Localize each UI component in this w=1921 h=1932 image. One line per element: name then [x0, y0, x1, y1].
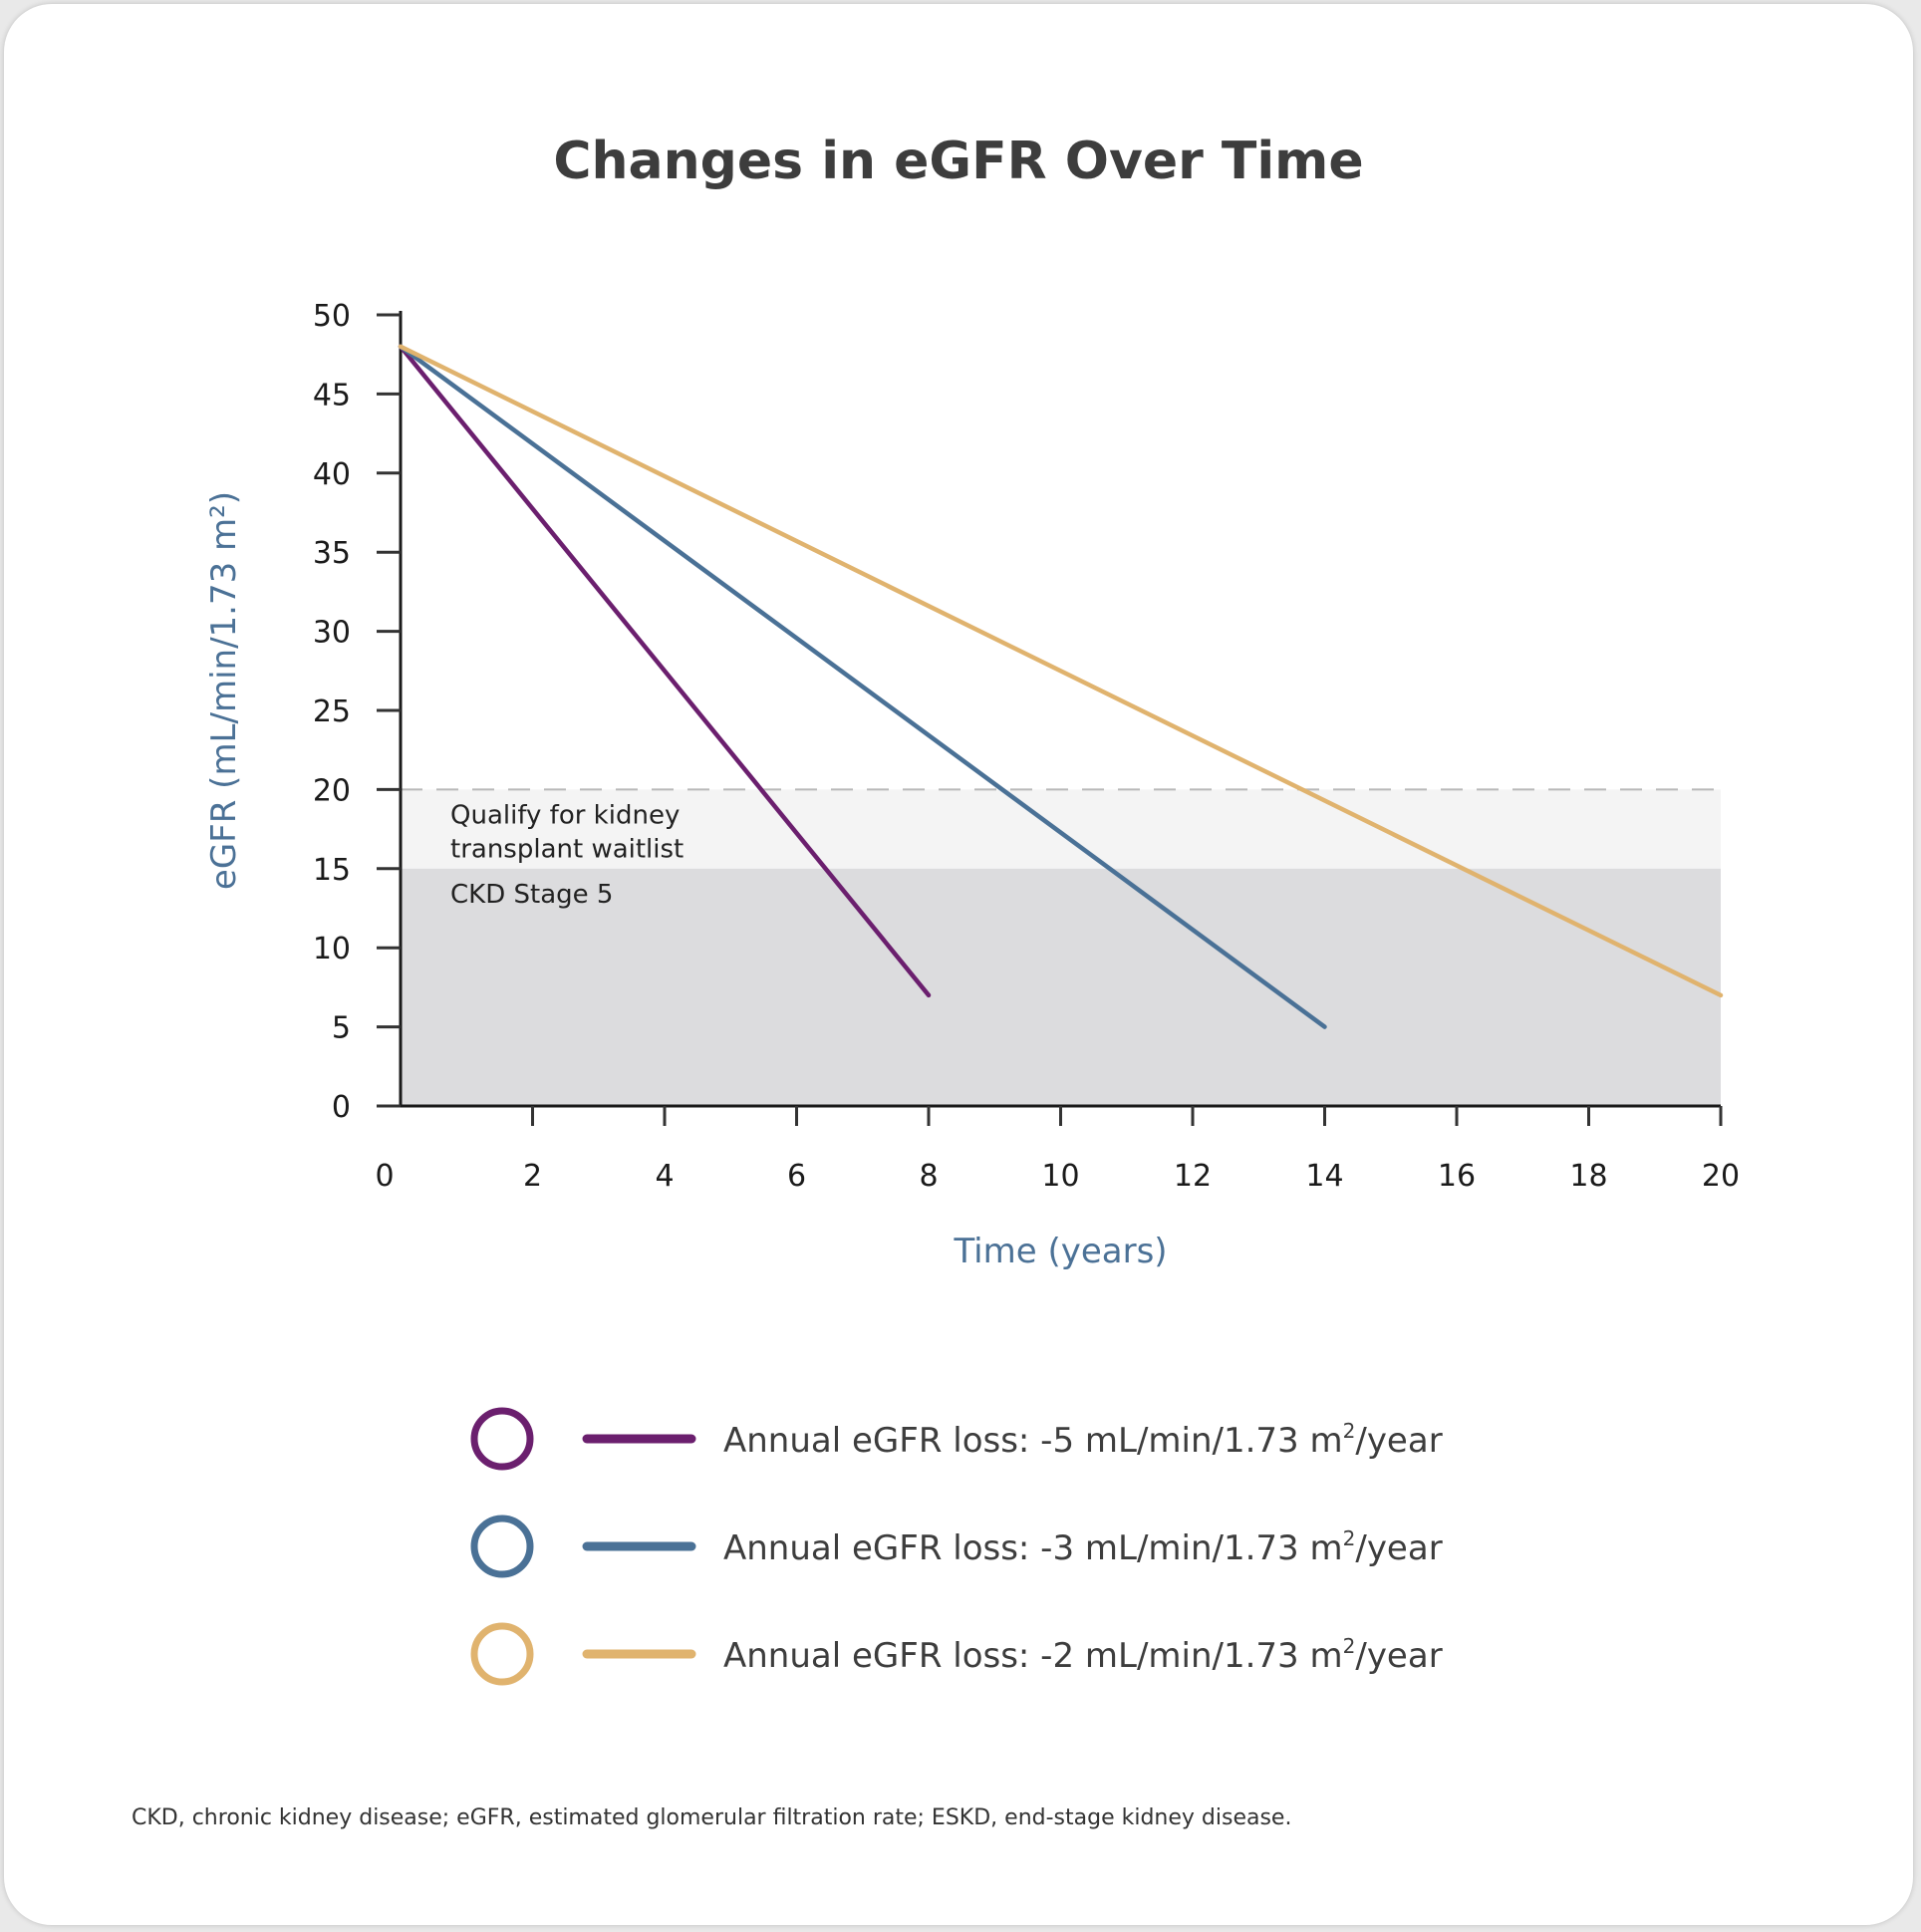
series-line-1: [398, 344, 1327, 1029]
legend-marker-circle-2: [470, 1622, 534, 1686]
y-tick-label-5: 5: [332, 1011, 351, 1046]
legend-marker-circle-1: [470, 1515, 534, 1578]
series-line-0: [398, 344, 932, 998]
y-tick-label-40: 40: [313, 457, 351, 492]
x-tick-label-20: 20: [1702, 1159, 1740, 1194]
x-tick-label-8: 8: [919, 1159, 938, 1194]
chart-card: Changes in eGFR Over Time Qualify for ki…: [4, 4, 1913, 1925]
legend-entry-2: Annual eGFR loss: -2 mL/min/1.73 m2/year: [723, 1634, 1443, 1676]
y-tick-label-50: 50: [313, 299, 351, 334]
x-tick-label-6: 6: [787, 1159, 806, 1194]
egfr-line-chart: Qualify for kidney transplant waitlist CKD…: [204, 299, 1740, 1686]
footnote: CKD, chronic kidney disease; eGFR, estim…: [132, 1805, 1292, 1830]
x-axis-title: Time (years): [953, 1232, 1167, 1271]
legend-marker-circle-0: [470, 1407, 534, 1471]
y-tick-label-0: 0: [332, 1090, 351, 1125]
y-tick-label-15: 15: [313, 853, 351, 888]
legend-entry-1: Annual eGFR loss: -3 mL/min/1.73 m2/year: [723, 1526, 1443, 1568]
y-axis-title: eGFR (mL/min/1.73 m²): [204, 491, 244, 890]
x-tick-label-2: 2: [523, 1159, 542, 1194]
region-band-1: [401, 868, 1721, 1106]
x-tick-label-4: 4: [655, 1159, 674, 1194]
x-tick-label-12: 12: [1174, 1159, 1212, 1194]
x-tick-label-16: 16: [1438, 1159, 1476, 1194]
x-tick-label-10: 10: [1041, 1159, 1079, 1194]
y-tick-label-35: 35: [313, 536, 351, 571]
series-line-2: [398, 344, 1724, 998]
region-label-0-1: transplant waitlist: [450, 834, 684, 864]
region-band-0: [401, 789, 1721, 869]
x-tick-label-18: 18: [1569, 1159, 1607, 1194]
y-tick-label-25: 25: [313, 694, 351, 729]
region-label-1-0: CKD Stage 5: [450, 880, 613, 910]
x-tick-label-14: 14: [1305, 1159, 1343, 1194]
y-tick-label-10: 10: [313, 932, 351, 966]
x-tick-label-0: 0: [375, 1159, 394, 1194]
y-tick-label-45: 45: [313, 378, 351, 413]
chart-title: Changes in eGFR Over Time: [553, 132, 1364, 191]
legend-entry-0: Annual eGFR loss: -5 mL/min/1.73 m2/year: [723, 1419, 1443, 1461]
y-tick-label-20: 20: [313, 773, 351, 808]
y-tick-label-30: 30: [313, 616, 351, 651]
region-label-0-0: Qualify for kidney: [450, 800, 680, 830]
